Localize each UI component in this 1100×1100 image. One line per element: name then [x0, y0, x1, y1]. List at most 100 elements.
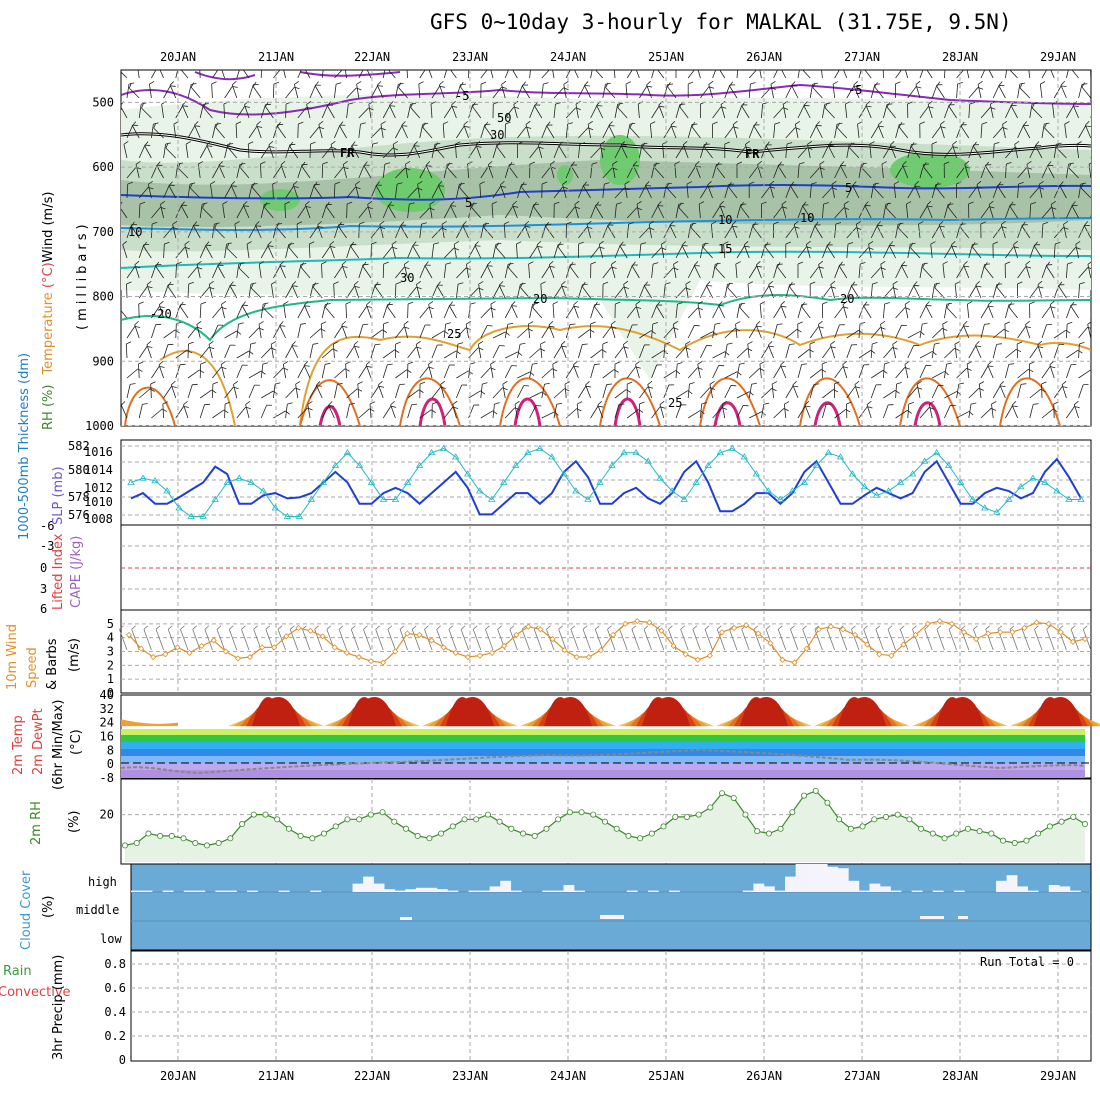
wind-barb	[517, 385, 530, 399]
wind-barb	[427, 360, 433, 379]
wind-barb	[1059, 181, 1067, 199]
slp-marker	[1029, 474, 1037, 481]
wind-barb	[931, 141, 938, 159]
wind-barb	[748, 70, 759, 79]
wind-barb	[258, 321, 264, 339]
contour-label: 10	[800, 211, 814, 225]
cloud-bar	[384, 889, 396, 892]
wind-barb	[325, 302, 335, 319]
wind-barb	[975, 341, 982, 359]
wind-barb	[965, 70, 970, 79]
wind-barb	[686, 181, 692, 199]
slp-marker	[223, 478, 231, 485]
wind-marker	[355, 653, 362, 661]
slp-marker	[788, 487, 797, 494]
wind-barb	[1078, 282, 1085, 299]
wind-marker	[1021, 624, 1028, 632]
wind-barb	[1026, 160, 1032, 179]
wind-barb	[382, 261, 389, 279]
slp-marker	[1065, 495, 1073, 502]
wind-barb	[318, 120, 324, 139]
wind-barb	[1046, 261, 1055, 279]
wind-barb	[376, 81, 384, 99]
rh-marker	[836, 816, 843, 823]
wind-barb	[833, 381, 840, 399]
wind-barb	[521, 181, 530, 199]
wind-barb	[1078, 83, 1088, 99]
wind-barb	[626, 165, 639, 179]
wind-barb	[735, 321, 741, 339]
wind-barb	[368, 101, 374, 119]
wind-barb	[840, 161, 848, 179]
wind-barb	[707, 180, 713, 199]
wind-barb	[651, 70, 656, 79]
slp-marker	[632, 448, 640, 456]
wind-barb	[780, 300, 787, 319]
wind-barb	[437, 181, 445, 199]
wind-barb	[998, 81, 1006, 99]
wind-barb	[1048, 70, 1055, 79]
wind-marker	[1045, 620, 1052, 627]
rh-marker	[929, 830, 936, 837]
barb-10m	[521, 625, 530, 651]
temp-hump-layer	[642, 696, 690, 727]
wind-barb	[598, 240, 604, 259]
wind-barb	[553, 345, 567, 359]
wind-barb	[366, 300, 372, 319]
temp-tick: 16	[100, 730, 114, 744]
wind-barb	[698, 201, 705, 219]
wind-barb	[222, 201, 228, 219]
wind-barb	[724, 225, 738, 239]
wind-barb	[126, 124, 139, 139]
wind-barb	[179, 301, 189, 319]
wind-barb	[175, 406, 189, 419]
wind-barb	[419, 381, 426, 399]
rh-marker	[473, 816, 480, 823]
rh-marker	[168, 832, 175, 839]
wind-barb	[180, 201, 189, 219]
rh-marker	[1082, 821, 1089, 828]
ylabel-temp-unit: (°C)	[41, 262, 56, 292]
barb-10m	[570, 625, 579, 651]
wind-barb	[700, 345, 712, 359]
wind-barb	[214, 222, 225, 239]
chart-title: GFS 0~10day 3-hourly for MALKAL (31.75E,…	[430, 10, 1012, 34]
wind-barb	[735, 261, 741, 279]
wind-barb	[344, 70, 347, 79]
wind-barb	[602, 341, 608, 358]
wind-barb	[919, 70, 926, 79]
wind-barb	[358, 323, 369, 339]
wind-barb	[631, 261, 640, 279]
barb-10m	[472, 625, 482, 651]
slp-marker	[247, 478, 255, 485]
cloud-bar	[880, 886, 891, 892]
barb-10m	[753, 625, 762, 651]
wind-barb	[385, 70, 396, 79]
wind-marker	[755, 630, 762, 637]
wind-marker	[694, 656, 701, 663]
wind-barb	[187, 125, 201, 139]
date-label-top: 26JAN	[746, 50, 782, 64]
ylabel-wind10-barbs: & Barbs	[45, 638, 60, 690]
wind-barb	[915, 80, 921, 99]
wind-barb	[339, 121, 347, 139]
wind-barb	[407, 102, 416, 119]
slp-marker	[981, 504, 989, 511]
wind-barb	[984, 262, 994, 279]
wind-barb	[242, 201, 250, 219]
wind-barb	[907, 143, 917, 159]
wind-barb	[907, 402, 915, 419]
wind-barb	[121, 302, 128, 319]
wind-barb	[883, 202, 892, 219]
wind-barb	[954, 341, 960, 359]
wind-barb	[302, 70, 311, 79]
rh-marker	[695, 811, 702, 818]
wind-barb	[883, 362, 890, 379]
wind-barb	[822, 301, 828, 318]
y-tick-label: 900	[92, 354, 114, 368]
wind-barb	[341, 320, 347, 339]
wind-barb	[718, 301, 726, 319]
wind-barb	[202, 202, 213, 219]
wind-barb	[904, 360, 910, 379]
wind-barb	[529, 302, 538, 319]
